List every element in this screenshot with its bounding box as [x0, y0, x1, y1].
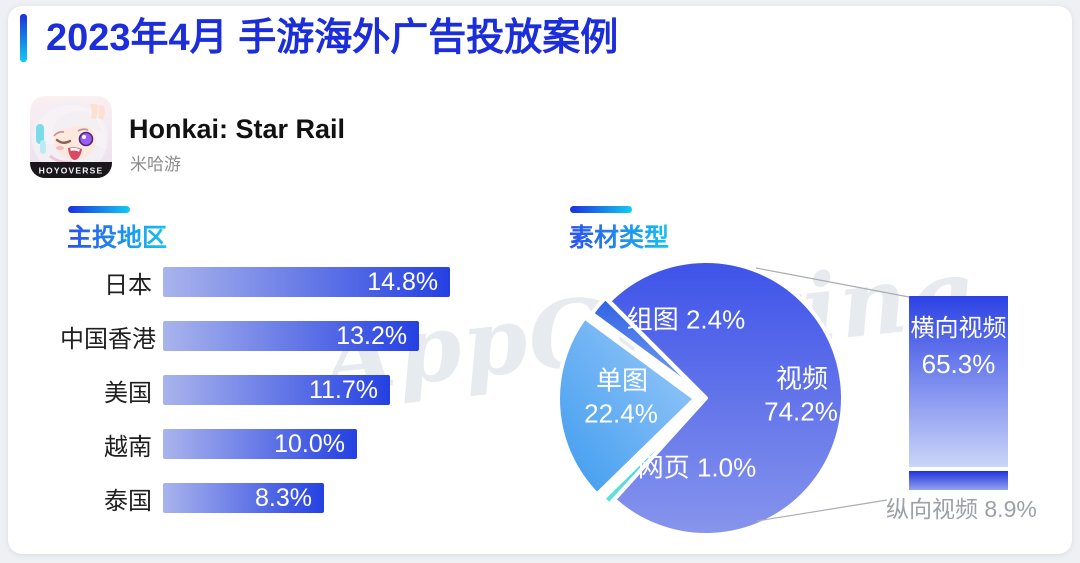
- pie-slice-网页: [601, 401, 704, 507]
- region-value: 11.7%: [308, 375, 378, 404]
- regions-accent-chip: [68, 206, 130, 213]
- region-row: 日本 14.8%: [60, 267, 451, 299]
- region-value: 8.3%: [255, 483, 313, 512]
- character-illustration: HOYOVERSE: [30, 101, 112, 178]
- region-bar: 10.0%: [163, 429, 357, 459]
- app-publisher: 米哈游: [130, 155, 181, 174]
- region-value: 13.2%: [336, 321, 408, 350]
- pie-label-video-name: 视频: [775, 363, 829, 394]
- pie-slice-组图: [589, 295, 705, 397]
- region-row: 越南 10.0%: [60, 429, 450, 461]
- pie-label-single-name: 单图: [595, 365, 649, 396]
- pie-label-web: 网页 1.0%: [637, 452, 757, 483]
- horizontal-video-segment: 横向视频 65.3%: [909, 296, 1008, 467]
- region-label: 美国: [104, 379, 152, 407]
- horizontal-video-label: 横向视频: [910, 315, 1007, 342]
- region-label: 越南: [104, 433, 152, 461]
- pie-slice-单图: [556, 315, 698, 497]
- video-detail-stacked-bar: 横向视频 65.3%: [909, 296, 1008, 490]
- pie-label-single-value: 22.4%: [584, 398, 658, 429]
- materials-pie-chart: [556, 259, 845, 537]
- vertical-video-segment: [909, 471, 1008, 490]
- materials-section-title: 素材类型: [569, 218, 669, 254]
- region-label: 日本: [104, 271, 152, 299]
- app-name: Honkai: Star Rail: [129, 114, 346, 144]
- region-value: 14.8%: [367, 267, 439, 296]
- pie-label-video-value: 74.2%: [764, 396, 838, 427]
- page-title: 2023年4月 手游海外广告投放案例: [46, 17, 619, 59]
- region-label: 泰国: [104, 487, 152, 515]
- icon-brand-text: HOYOVERSE: [39, 166, 104, 176]
- pie-slice-视频: [607, 259, 845, 537]
- regions-bar-chart: 日本 14.8% 中国香港 13.2% 美国 11.7% 越南 10.0% 泰国 8.3%: [60, 267, 451, 537]
- region-label: 中国香港: [60, 325, 156, 353]
- materials-accent-chip: [570, 206, 632, 213]
- region-row: 美国 11.7%: [60, 375, 450, 407]
- title-accent-bar: [20, 14, 27, 62]
- vertical-video-label: 纵向视频 8.9%: [886, 496, 1037, 522]
- region-bar: 14.8%: [163, 267, 451, 297]
- app-icon: HOYOVERSE: [30, 96, 112, 178]
- pie-label-group: 组图 2.4%: [626, 304, 746, 335]
- region-bar: 13.2%: [163, 321, 420, 351]
- region-bar: 11.7%: [163, 375, 390, 405]
- region-row: 泰国 8.3%: [60, 483, 450, 515]
- regions-section-title: 主投地区: [67, 218, 167, 254]
- region-value: 10.0%: [274, 429, 345, 458]
- region-bar: 8.3%: [163, 483, 325, 513]
- horizontal-video-value: 65.3%: [921, 349, 996, 379]
- region-row: 中国香港 13.2%: [60, 321, 450, 353]
